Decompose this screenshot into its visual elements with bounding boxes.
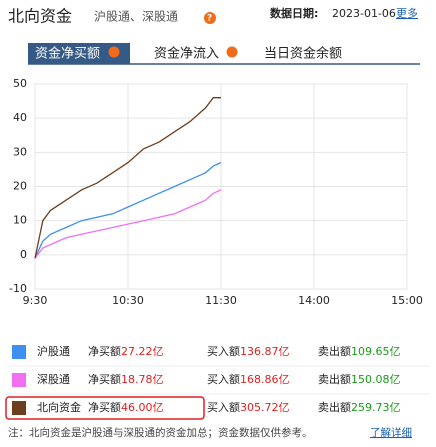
net-label: 净买额	[88, 372, 121, 386]
x-tick-label: 11:30	[205, 294, 237, 307]
help-icon[interactable]	[226, 46, 238, 58]
date: 2023-01-06	[332, 7, 396, 20]
footer-link[interactable]: 了解详细	[370, 426, 412, 439]
y-tick-label: 0	[20, 248, 27, 261]
tab[interactable]: 当日资金余额	[264, 46, 342, 62]
tab[interactable]: 资金净买额	[35, 46, 100, 62]
help-icon[interactable]	[204, 12, 216, 24]
buy-label: 买入额	[207, 345, 240, 358]
y-tick-label: 10	[13, 214, 27, 227]
tab[interactable]: 资金净流入	[154, 46, 219, 62]
y-tick-label: 30	[13, 145, 27, 158]
legend-swatch	[12, 401, 26, 415]
buy-value: 136.87亿	[240, 345, 290, 358]
net-value: 18.78亿	[121, 373, 164, 386]
sell-value: 109.65亿	[351, 345, 401, 358]
x-tick-label: 10:30	[112, 294, 144, 307]
y-tick-label: -10	[9, 282, 27, 295]
legend-swatch	[12, 345, 26, 359]
tab-active-bg[interactable]	[28, 43, 130, 64]
sell-value: 150.08亿	[351, 373, 401, 386]
y-tick-label: 20	[13, 180, 27, 193]
highlight-box	[5, 396, 205, 420]
net-value: 46.00亿	[121, 401, 164, 414]
y-tick-label: 50	[13, 77, 27, 90]
sell-label: 卖出额	[318, 344, 351, 358]
series-line	[34, 162, 222, 259]
net-label: 净买额	[88, 344, 121, 358]
y-tick-label: 40	[13, 111, 27, 124]
net-label: 净买额	[88, 400, 121, 414]
sell-label: 卖出额	[318, 400, 351, 414]
legend-name: 深股通	[37, 373, 70, 386]
buy-label: 买入额	[207, 373, 240, 386]
legend-name: 沪股通	[37, 344, 70, 358]
subtitle: 沪股通、深股通	[94, 10, 178, 24]
sell-value: 259.73亿	[351, 401, 401, 414]
net-value: 27.22亿	[121, 345, 164, 358]
buy-label: 买入额	[207, 401, 240, 414]
help-icon-text: ?	[207, 14, 212, 24]
series-line	[34, 189, 222, 259]
buy-value: 305.72亿	[240, 401, 290, 414]
x-tick-label: 15:00	[391, 294, 423, 307]
footer-note: 注：北向资金是沪股通与深股通的资金加总；资金数据仅供参考。	[8, 426, 313, 439]
x-tick-label: 14:00	[298, 294, 330, 307]
buy-value: 168.86亿	[240, 373, 290, 386]
series-line	[34, 97, 221, 259]
sell-label: 卖出额	[318, 372, 351, 386]
more-link[interactable]: 更多	[396, 6, 418, 20]
help-icon[interactable]	[108, 46, 120, 58]
title: 北向资金	[8, 7, 72, 26]
legend-swatch	[12, 373, 26, 387]
date-label: 数据日期:	[270, 6, 318, 20]
x-tick-label: 9:30	[23, 294, 48, 307]
legend-name: 北向资金	[37, 400, 81, 414]
